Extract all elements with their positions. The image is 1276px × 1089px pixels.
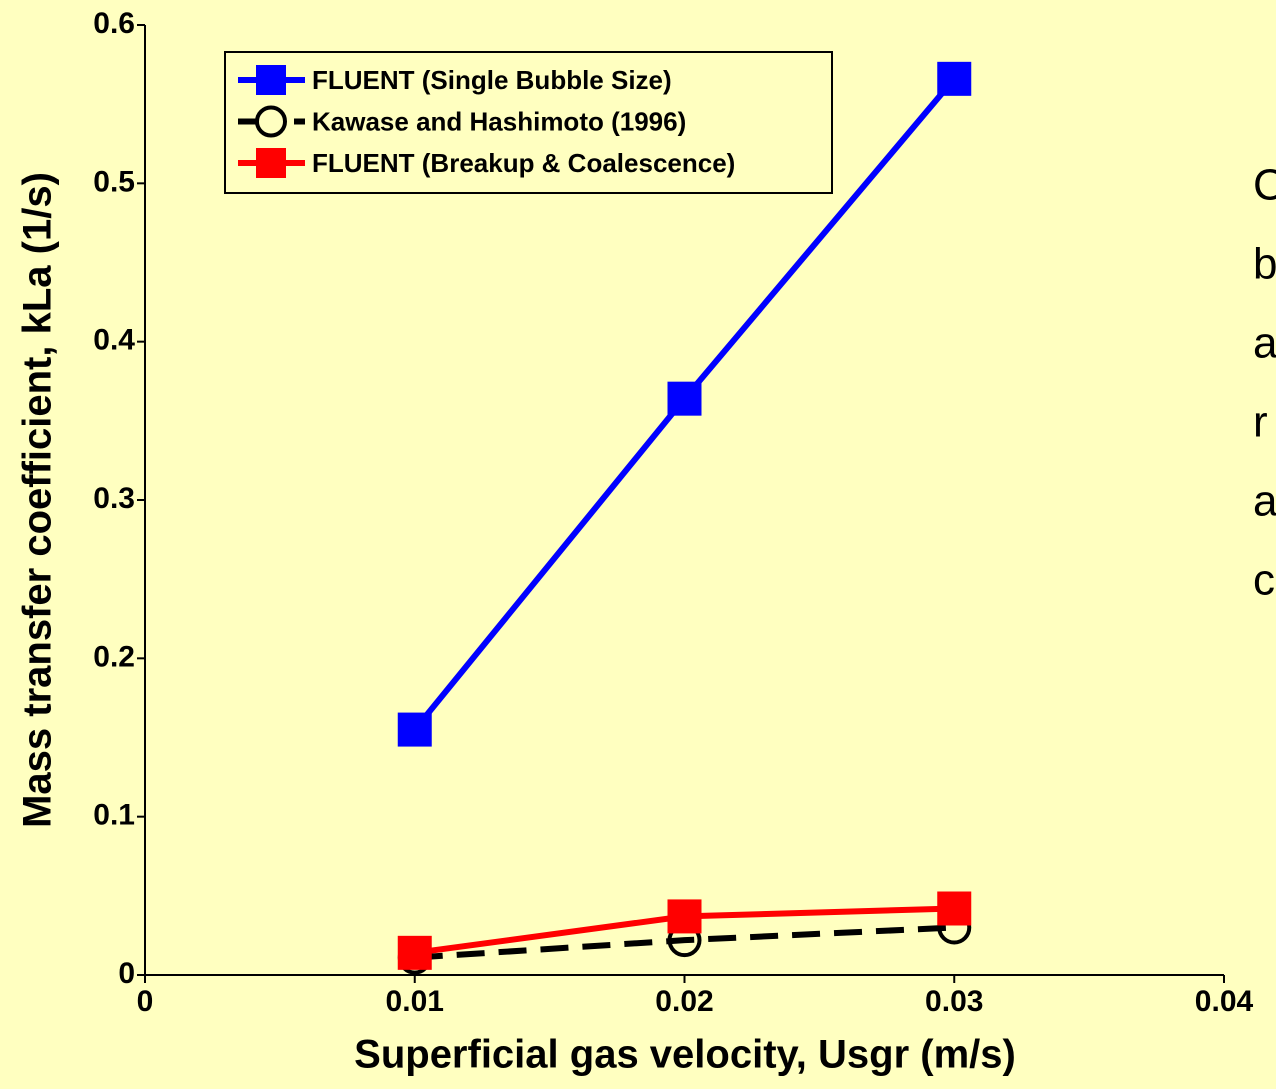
legend-label: FLUENT (Breakup & Coalescence) [312,148,735,178]
y-tick-label: 0.1 [93,799,135,832]
y-tick-label: 0.5 [93,165,135,198]
data-point [937,891,972,926]
y-tick-label: 0.6 [93,7,135,40]
data-point [397,712,432,747]
legend-label: Kawase and Hashimoto (1996) [312,106,686,136]
x-axis-label: Superficial gas velocity, Usgr (m/s) [354,1033,1016,1077]
side-text: a [1253,477,1276,526]
y-tick-label: 0 [118,957,135,990]
side-text: b [1253,240,1276,289]
legend-label: FLUENT (Single Bubble Size) [312,65,672,95]
x-tick-label: 0.01 [386,985,444,1018]
side-text: r [1253,398,1268,447]
data-point [397,935,432,970]
y-axis-label: Mass transfer coefficient, kLa (1/s) [16,172,60,828]
x-tick-label: 0.04 [1195,985,1254,1018]
x-tick-label: 0 [137,985,154,1018]
data-point [937,61,972,96]
legend-box [224,51,833,194]
y-tick-label: 0.3 [93,482,135,515]
legend: FLUENT (Single Bubble Size) Kawase and Ha… [224,51,833,194]
y-tick-label: 0.4 [93,324,135,357]
data-point [667,381,702,416]
y-tick-label: 0.2 [93,640,135,673]
data-point [667,899,702,934]
side-text: c [1253,556,1275,605]
series-line [414,924,955,961]
x-tick-label: 0.02 [655,985,713,1018]
x-tick-label: 0.03 [925,985,983,1018]
side-text: C [1253,161,1276,210]
side-text: a [1253,319,1276,368]
legend-marker [256,148,286,178]
legend-marker [256,65,286,95]
legend-marker [255,105,287,138]
